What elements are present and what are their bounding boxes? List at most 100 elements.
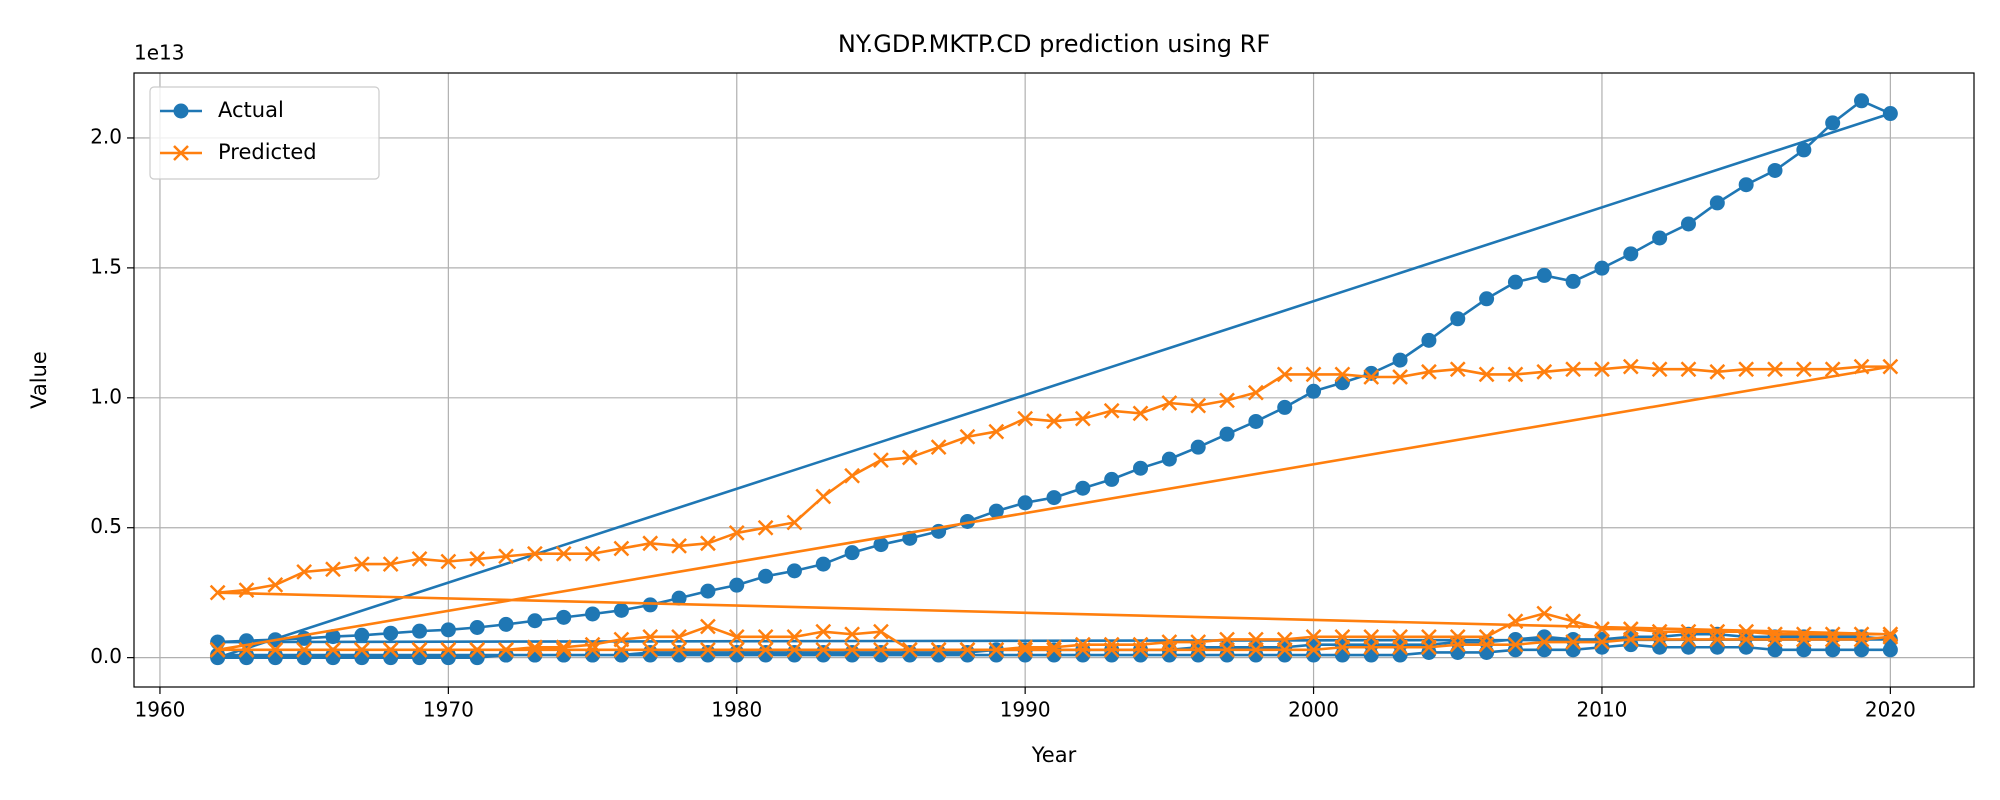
marker — [353, 556, 370, 572]
marker — [238, 650, 254, 666]
marker — [210, 650, 226, 666]
marker — [1825, 642, 1841, 658]
marker — [1363, 647, 1379, 663]
marker — [815, 623, 832, 640]
marker — [440, 650, 456, 666]
marker — [584, 636, 601, 653]
marker — [1421, 639, 1437, 656]
marker — [325, 641, 341, 658]
marker — [729, 647, 745, 663]
marker — [1248, 413, 1264, 429]
marker — [1306, 383, 1322, 399]
marker — [1536, 642, 1552, 658]
marker — [1161, 395, 1178, 411]
marker — [844, 467, 861, 484]
marker — [786, 641, 803, 658]
marker — [1046, 413, 1062, 430]
marker — [383, 625, 399, 641]
marker — [1565, 634, 1582, 650]
marker — [642, 647, 658, 663]
marker — [1190, 641, 1207, 658]
marker — [700, 647, 716, 663]
marker — [584, 641, 601, 658]
marker — [1882, 642, 1898, 658]
marker — [1103, 641, 1120, 658]
marker — [815, 647, 831, 663]
marker — [1623, 246, 1639, 262]
marker — [1219, 392, 1235, 409]
marker — [1305, 366, 1322, 383]
marker — [1133, 460, 1149, 476]
marker — [498, 616, 514, 632]
marker — [642, 597, 658, 613]
marker — [873, 537, 889, 553]
marker — [1651, 631, 1668, 648]
marker — [440, 622, 456, 638]
marker — [873, 623, 889, 640]
marker — [728, 628, 745, 645]
marker — [1392, 352, 1408, 368]
marker — [1536, 634, 1553, 650]
marker — [469, 551, 486, 567]
marker — [1651, 361, 1668, 378]
marker — [844, 641, 861, 658]
marker — [267, 650, 283, 666]
marker — [1565, 273, 1581, 289]
marker — [729, 577, 745, 593]
marker — [469, 641, 486, 658]
marker — [930, 641, 947, 658]
marker — [296, 650, 312, 666]
marker — [1796, 142, 1812, 158]
marker — [498, 647, 514, 663]
x-tick-label: 2020 — [1865, 698, 1916, 722]
marker — [1276, 366, 1293, 383]
marker — [354, 650, 370, 666]
marker — [1334, 375, 1350, 391]
marker — [238, 582, 255, 598]
marker — [1854, 629, 1870, 645]
marker — [1680, 216, 1696, 232]
marker — [728, 641, 745, 658]
marker — [1017, 639, 1034, 656]
marker — [1622, 631, 1639, 648]
marker — [1594, 634, 1610, 650]
marker — [209, 584, 226, 601]
marker — [1421, 332, 1437, 348]
marker — [902, 530, 918, 546]
marker — [1392, 369, 1408, 385]
marker — [1536, 605, 1553, 622]
marker — [296, 564, 313, 580]
marker — [1392, 639, 1408, 656]
marker — [584, 545, 601, 562]
y-tick-label: 2.0 — [90, 124, 122, 148]
marker — [1334, 647, 1350, 663]
marker — [440, 553, 457, 570]
marker — [209, 641, 226, 658]
marker — [613, 602, 629, 618]
marker — [728, 525, 745, 541]
marker — [267, 576, 284, 593]
marker — [382, 556, 399, 572]
marker — [325, 561, 341, 578]
marker — [1334, 366, 1351, 383]
legend-label: Predicted — [218, 140, 317, 164]
marker — [1190, 397, 1207, 414]
marker — [1190, 439, 1206, 455]
marker — [931, 647, 947, 663]
marker — [1709, 639, 1725, 655]
marker — [1853, 631, 1870, 648]
marker — [526, 545, 543, 562]
marker — [556, 609, 572, 625]
marker — [210, 634, 226, 650]
marker — [1536, 363, 1553, 380]
marker — [1074, 410, 1091, 427]
marker — [1853, 358, 1870, 375]
marker — [1507, 366, 1524, 383]
marker — [1882, 626, 1899, 643]
marker — [1709, 363, 1726, 380]
legend-box — [149, 86, 380, 180]
marker — [642, 628, 659, 645]
marker — [383, 650, 399, 666]
marker — [1882, 628, 1899, 645]
marker — [1277, 399, 1293, 415]
